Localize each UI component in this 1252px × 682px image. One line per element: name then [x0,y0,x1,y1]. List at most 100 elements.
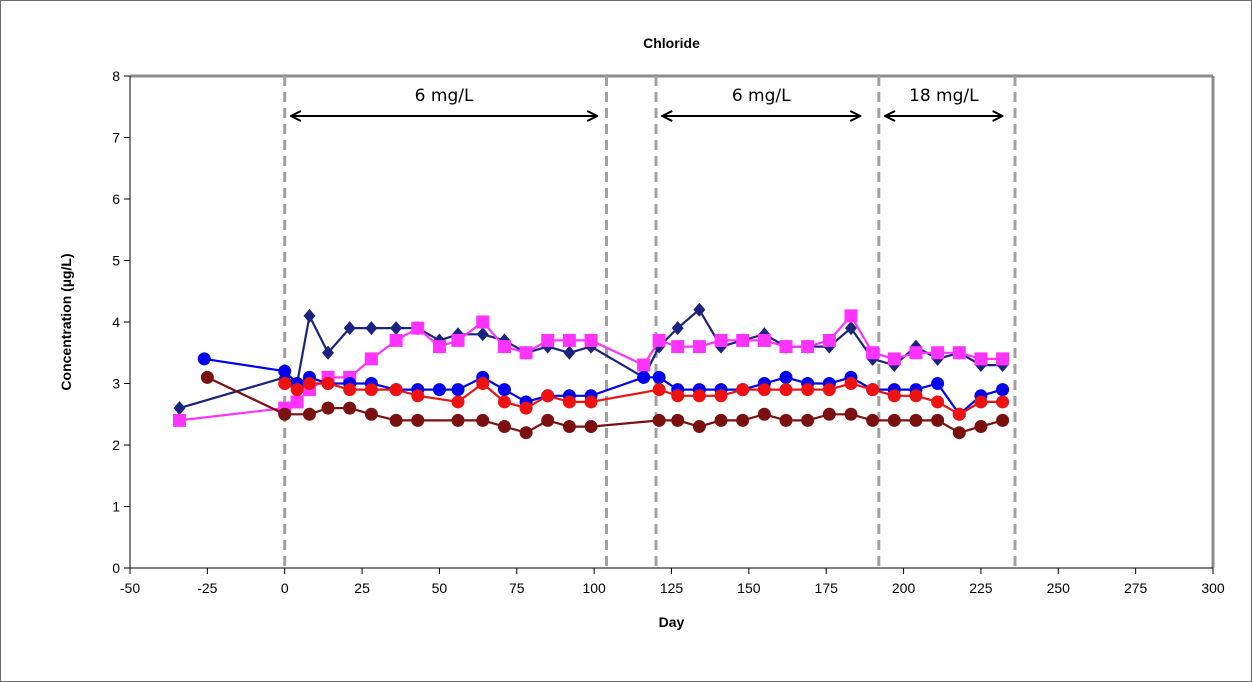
data-point [692,389,706,403]
data-point [779,340,793,354]
data-point [290,383,304,397]
y-axis-label: Concentration (µg/L) [58,253,74,390]
data-point [303,308,316,323]
data-point [519,426,533,440]
data-point [974,352,988,366]
data-point [365,321,378,336]
data-point [866,346,880,360]
data-point [278,407,292,421]
data-point [779,383,793,397]
data-point [562,333,576,347]
x-tick-label: 250 [1047,580,1071,596]
data-point [909,413,923,427]
data-point [343,383,357,397]
data-point [996,383,1010,397]
data-point [974,420,988,434]
data-point [197,352,211,366]
data-point [451,413,465,427]
x-tick-label: 25 [354,580,370,596]
y-tick-label: 3 [112,376,120,392]
dose-period-label: 18 mg/L [909,86,979,106]
data-point [389,333,403,347]
data-point [736,383,750,397]
x-tick-label: -50 [120,580,140,596]
y-tick-label: 8 [112,68,120,84]
data-point [476,377,490,390]
x-tick-label: 125 [660,580,684,596]
data-point [389,383,403,397]
data-point [952,407,966,421]
data-point [343,321,356,336]
data-point [321,377,335,390]
data-point [779,370,793,384]
data-point [866,383,880,397]
data-point [952,346,966,360]
data-point [996,413,1010,427]
data-point [563,345,576,360]
data-point [996,395,1010,409]
data-point [411,321,425,335]
data-point [451,333,465,347]
x-tick-label: 75 [509,580,525,596]
x-tick-label: 175 [815,580,839,596]
data-point [714,389,728,403]
data-point [432,340,446,354]
data-point [302,407,316,421]
data-point [562,395,576,409]
data-point [671,321,684,336]
data-point [801,413,815,427]
y-tick-label: 2 [112,437,120,453]
x-tick-label: 275 [1124,580,1148,596]
data-point [451,395,465,409]
data-point [290,395,304,409]
data-point [844,407,858,421]
x-tick-label: 100 [582,580,606,596]
x-tick-label: 200 [892,580,916,596]
data-point [390,321,403,336]
data-point [822,383,836,397]
data-point [844,309,858,323]
data-point [278,377,292,390]
data-point [757,333,771,347]
x-tick-label: -25 [197,580,217,596]
data-point [844,377,858,390]
data-point [584,420,598,434]
data-point [637,370,651,384]
data-point [519,346,533,360]
data-point [364,352,378,366]
data-point [411,389,425,403]
data-point [692,420,706,434]
data-point [541,413,555,427]
x-axis-label: Day [659,614,685,630]
data-point [476,315,490,329]
data-point [909,389,923,403]
data-point [389,413,403,427]
data-point [822,333,836,347]
dose-period-label: 6 mg/L [732,86,791,106]
data-point [519,401,533,415]
data-point [476,413,490,427]
y-tick-label: 0 [112,560,120,576]
data-point [497,420,511,434]
chart-title: Chloride [643,35,700,51]
data-point [757,407,771,421]
data-point [931,395,945,409]
data-point [887,352,901,366]
data-point [432,383,446,397]
data-point [497,395,511,409]
data-point [931,346,945,360]
y-tick-label: 5 [112,253,120,269]
data-point [974,395,988,409]
data-point [637,358,651,372]
y-tick-label: 4 [112,314,120,330]
data-point [801,340,815,354]
x-tick-label: 300 [1201,580,1225,596]
x-tick-label: 0 [281,580,289,596]
data-point [736,413,750,427]
y-tick-label: 6 [112,191,120,207]
data-point [364,407,378,421]
data-point [302,377,316,390]
data-point [931,377,945,390]
data-point [451,383,465,397]
